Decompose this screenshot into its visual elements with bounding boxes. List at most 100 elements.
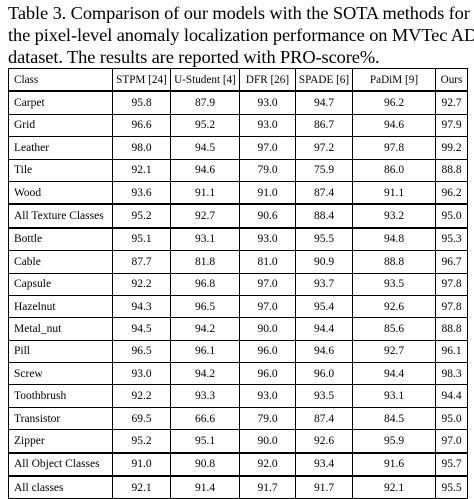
- summary-row: All Texture Classes 95.2 92.7 90.6 88.4 93.2 9…: [8, 203, 468, 229]
- score-cell: 96.0: [239, 339, 296, 364]
- score-cell: 93.5: [295, 384, 353, 408]
- score-cell: 92.7: [170, 203, 240, 229]
- class-name-cell: Leather: [8, 136, 113, 160]
- header-stpm: STPM [24]: [112, 68, 171, 92]
- table-row: Transistor 69.5 66.6 79.0 87.4 84.5 95.0: [8, 406, 468, 431]
- score-cell: 95.3: [435, 226, 468, 252]
- score-cell: 97.0: [239, 136, 296, 160]
- table-row: Carpet 95.8 87.9 93.0 94.7 96.2 92.7: [8, 90, 468, 115]
- score-cell: 94.2: [170, 317, 240, 341]
- score-cell: 96.5: [170, 294, 240, 319]
- score-cell: 94.6: [295, 339, 353, 364]
- score-cell: 93.2: [352, 203, 436, 229]
- header-spade: SPADE [6]: [295, 68, 353, 92]
- score-cell: 97.0: [239, 294, 296, 319]
- table-row: Screw 93.0 94.2 96.0 96.0 94.4 98.3: [8, 362, 468, 386]
- score-cell: 94.5: [112, 317, 171, 341]
- score-cell: 98.3: [435, 362, 468, 386]
- score-cell: 96.7: [435, 250, 468, 274]
- score-cell: 92.0: [239, 451, 296, 477]
- score-cell: 93.0: [239, 113, 296, 138]
- score-cell: 97.2: [295, 136, 353, 160]
- score-cell: 95.1: [112, 226, 171, 252]
- score-cell: 97.0: [435, 429, 468, 454]
- score-cell: 93.7: [295, 272, 353, 296]
- score-cell: 86.7: [295, 113, 353, 138]
- header-padim: PaDiM [9]: [352, 68, 436, 92]
- score-cell: 91.4: [170, 475, 240, 499]
- table-row: Grid 96.6 95.2 93.0 86.7 94.6 97.9: [8, 113, 468, 138]
- caption-line: Table 3. Comparison of our models with t…: [8, 3, 470, 23]
- table-caption: Table 3. Comparison of our models with t…: [8, 2, 474, 68]
- score-cell: 90.9: [295, 250, 353, 274]
- paper-page: Table 3. Comparison of our models with t…: [8, 2, 474, 499]
- score-cell: 81.0: [239, 250, 296, 274]
- class-name-cell: Wood: [8, 180, 113, 205]
- score-cell: 96.2: [352, 90, 436, 115]
- score-cell: 90.6: [239, 203, 296, 229]
- score-cell: 90.0: [239, 429, 296, 454]
- score-cell: 98.0: [112, 136, 171, 160]
- score-cell: 92.7: [352, 339, 436, 364]
- score-cell: 93.4: [295, 451, 353, 477]
- header-row: Class STPM [24] U-Student [4] DFR [26] S…: [8, 68, 468, 92]
- score-cell: 91.7: [295, 475, 353, 499]
- class-name-cell: All Texture Classes: [8, 203, 113, 229]
- header-ours: Ours: [435, 68, 468, 92]
- score-cell: 92.6: [295, 429, 353, 454]
- caption-line: the pixel-level anomaly localization per…: [8, 25, 474, 45]
- score-cell: 92.7: [435, 90, 468, 115]
- score-cell: 88.8: [435, 158, 468, 182]
- score-cell: 95.5: [295, 226, 353, 252]
- score-cell: 85.6: [352, 317, 436, 341]
- score-cell: 75.9: [295, 158, 353, 182]
- score-cell: 95.8: [112, 90, 171, 115]
- class-name-cell: Screw: [8, 362, 113, 386]
- score-cell: 90.0: [239, 317, 296, 341]
- score-cell: 94.5: [170, 136, 240, 160]
- class-name-cell: Cable: [8, 250, 113, 274]
- score-cell: 96.6: [112, 113, 171, 138]
- score-cell: 88.8: [435, 317, 468, 341]
- score-cell: 96.0: [295, 362, 353, 386]
- score-cell: 96.8: [170, 272, 240, 296]
- score-cell: 91.1: [352, 180, 436, 205]
- score-cell: 69.5: [112, 406, 171, 431]
- score-cell: 95.9: [352, 429, 436, 454]
- class-name-cell: Pill: [8, 339, 113, 364]
- score-cell: 96.1: [435, 339, 468, 364]
- table-row: Metal_nut 94.5 94.2 90.0 94.4 85.6 88.8: [8, 317, 468, 341]
- class-name-cell: Capsule: [8, 272, 113, 296]
- class-name-cell: Bottle: [8, 226, 113, 252]
- score-cell: 94.3: [112, 294, 171, 319]
- score-cell: 91.6: [352, 451, 436, 477]
- class-name-cell: Carpet: [8, 90, 113, 115]
- score-cell: 97.9: [435, 113, 468, 138]
- table-body: Carpet 95.8 87.9 93.0 94.7 96.2 92.7 Grid 96.6 95…: [8, 90, 468, 499]
- score-cell: 93.1: [352, 384, 436, 408]
- score-cell: 95.5: [435, 475, 468, 499]
- score-cell: 94.6: [170, 158, 240, 182]
- score-cell: 93.0: [239, 384, 296, 408]
- score-cell: 92.2: [112, 384, 171, 408]
- score-cell: 81.8: [170, 250, 240, 274]
- score-cell: 88.8: [352, 250, 436, 274]
- class-name-cell: Toothbrush: [8, 384, 113, 408]
- class-name-cell: Transistor: [8, 406, 113, 431]
- class-name-cell: Hazelnut: [8, 294, 113, 319]
- score-cell: 96.2: [435, 180, 468, 205]
- table-row: Bottle 95.1 93.1 93.0 95.5 94.8 95.3: [8, 226, 468, 252]
- score-cell: 96.5: [112, 339, 171, 364]
- score-cell: 87.7: [112, 250, 171, 274]
- score-cell: 95.7: [435, 451, 468, 477]
- score-cell: 92.1: [112, 158, 171, 182]
- header-u-student: U-Student [4]: [170, 68, 240, 92]
- score-cell: 95.2: [112, 203, 171, 229]
- class-name-cell: All classes: [8, 475, 113, 499]
- score-cell: 91.7: [239, 475, 296, 499]
- score-cell: 93.0: [239, 226, 296, 252]
- class-name-cell: Zipper: [8, 429, 113, 454]
- score-cell: 79.0: [239, 158, 296, 182]
- total-row: All classes 92.1 91.4 91.7 91.7 92.1 95.5: [8, 475, 468, 499]
- score-cell: 87.4: [295, 406, 353, 431]
